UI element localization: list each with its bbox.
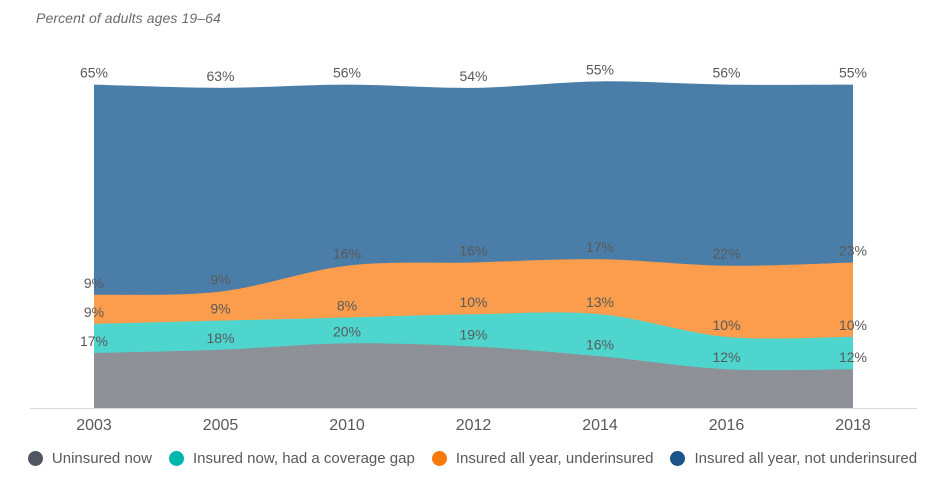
data-label: 22% [712, 246, 740, 262]
chart-subtitle: Percent of adults ages 19–64 [36, 10, 221, 26]
x-axis-label: 2012 [456, 417, 492, 434]
legend: Uninsured now Insured now, had a coverag… [0, 450, 945, 467]
data-label: 55% [839, 65, 867, 81]
data-label: 10% [839, 317, 867, 333]
legend-item-underinsured: Insured all year, underinsured [431, 450, 654, 467]
data-label: 17% [80, 333, 108, 349]
data-label: 8% [337, 297, 357, 313]
data-label: 12% [839, 349, 867, 365]
data-label: 63% [206, 68, 234, 84]
legend-label: Uninsured now [51, 450, 152, 467]
legend-label: Insured now, had a coverage gap [192, 450, 415, 467]
area-series-0 [94, 343, 853, 408]
data-label: 23% [839, 242, 867, 258]
data-label: 9% [210, 301, 230, 317]
data-label: 10% [459, 294, 487, 310]
data-label: 19% [459, 327, 487, 343]
data-label: 10% [712, 317, 740, 333]
data-label: 65% [80, 65, 108, 81]
data-label: 16% [333, 246, 361, 262]
data-label: 9% [210, 272, 230, 288]
data-label: 20% [333, 323, 361, 339]
x-axis-label: 2016 [709, 417, 745, 434]
legend-dot-underinsured-icon [431, 451, 447, 466]
data-label: 18% [206, 330, 234, 346]
data-label: 12% [712, 349, 740, 365]
data-label: 56% [333, 65, 361, 81]
data-label: 16% [459, 242, 487, 258]
data-label: 54% [459, 68, 487, 84]
data-label: 9% [84, 304, 104, 320]
legend-label: Insured all year, not underinsured [694, 450, 918, 467]
legend-label: Insured all year, underinsured [455, 450, 654, 467]
data-label: 17% [586, 239, 614, 255]
x-axis-label: 2010 [329, 417, 365, 434]
legend-dot-coverage-gap-icon [168, 451, 184, 466]
legend-item-coverage-gap: Insured now, had a coverage gap [168, 450, 415, 467]
data-label: 9% [84, 275, 104, 291]
data-label: 55% [586, 61, 614, 77]
legend-dot-uninsured-now-icon [27, 451, 43, 466]
legend-item-not-underinsured: Insured all year, not underinsured [670, 450, 917, 467]
x-axis-label: 2014 [582, 417, 618, 434]
data-label: 56% [712, 65, 740, 81]
legend-dot-not-underinsured-icon [670, 451, 686, 466]
x-axis-label: 2018 [835, 417, 871, 434]
data-label: 13% [586, 294, 614, 310]
legend-item-uninsured-now: Uninsured now [27, 450, 152, 467]
x-axis-label: 2005 [203, 417, 239, 434]
data-label: 16% [586, 336, 614, 352]
x-axis-label: 2003 [76, 417, 112, 434]
